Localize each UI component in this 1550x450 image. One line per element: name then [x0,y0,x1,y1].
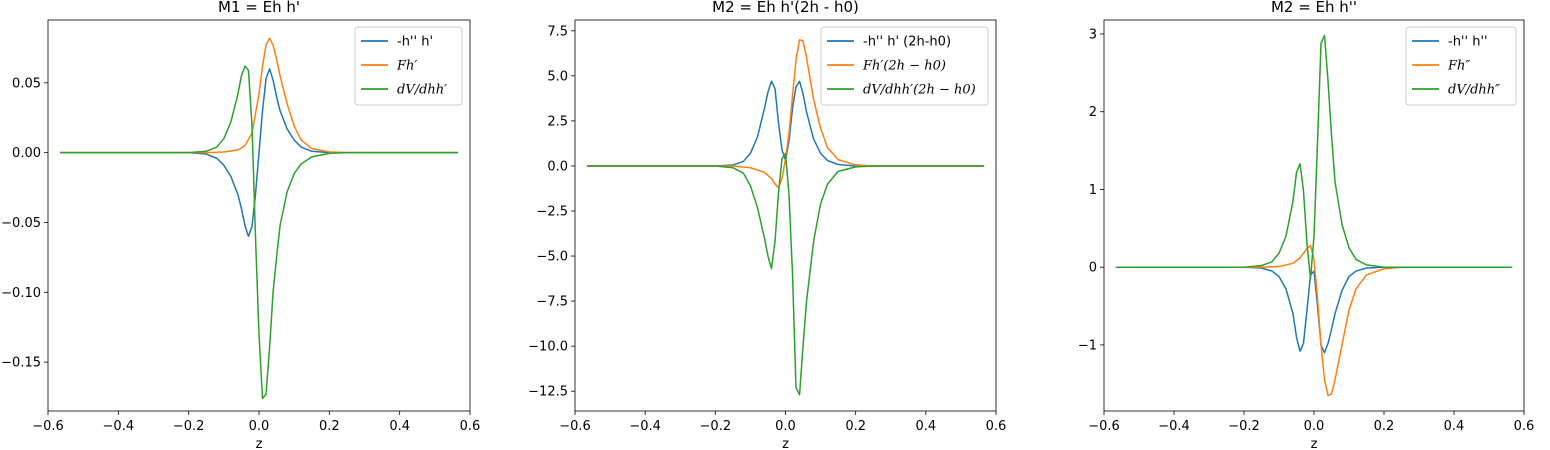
y-tick-label: −10.0 [528,340,568,355]
y-tick-label: 0 [1089,261,1097,276]
y-tick-label: −1 [1078,338,1097,353]
legend-box [1405,26,1517,106]
legend-label: -h'' h' (2h-h0) [863,35,951,50]
legend-label: Fh″ [1447,59,1470,74]
y-tick-label: −0.05 [1,216,41,231]
legend-box [354,26,463,106]
chart-title: M1 = Eh h' [218,0,300,16]
legend-box [820,26,989,106]
x-tick-label: 0.0 [249,419,270,434]
y-tick-label: −0.10 [1,286,41,301]
series-line-2 [59,37,459,154]
series-line-3 [59,65,459,400]
y-tick-label: 5.0 [547,69,568,84]
x-tick-label: 0.0 [775,419,796,434]
x-tick-label: 0.4 [1444,419,1465,434]
y-tick-label: 0.00 [12,146,41,161]
legend-label: -h'' h' [397,35,433,50]
y-tick-label: 1 [1089,183,1097,198]
y-tick-label: 7.5 [547,24,568,39]
y-tick-label: −2.5 [536,204,568,219]
y-tick-label: 3 [1089,27,1097,42]
y-tick-label: 2 [1089,105,1097,120]
chart-title: M2 = Eh h'' [1271,0,1357,16]
y-tick-label: 2.5 [547,114,568,129]
series-line-2 [1115,244,1513,397]
legend-label: dV/dhh″ [1448,83,1500,98]
x-tick-label: 0.2 [1374,419,1395,434]
x-axis-label: z [1311,437,1318,450]
x-tick-label: −0.6 [559,419,591,434]
legend-label: Fh′ [396,59,417,74]
chart-panel-3: −0.6 −0.4 −0.2 0.0 0.2 0.4 0.6 −1 0 1 2 3 M2 = Eh h'… [1078,0,1535,450]
y-tick-label: 0.0 [547,159,568,174]
y-tick-label: −0.15 [1,356,41,371]
y-tick-label: −7.5 [536,295,568,310]
x-tick-label: −0.2 [173,419,205,434]
legend: -h'' h'' Fh″ dV/dhh″ [1405,26,1517,106]
legend-label: dV/dhh′ [397,83,447,98]
x-tick-label: −0.6 [1088,419,1120,434]
x-tick-label: 0.6 [986,419,1007,434]
x-tick-label: −0.2 [1228,419,1260,434]
legend-label: dV/dhh′(2h − h0) [863,83,976,98]
series-line-1 [1115,266,1513,354]
x-tick-label: 0.0 [1304,419,1325,434]
x-tick-label: −0.4 [629,419,661,434]
x-tick-label: 0.4 [389,419,410,434]
x-tick-label: 0.6 [460,419,481,434]
legend: -h'' h' Fh′ dV/dhh′ [354,26,463,106]
x-tick-label: 0.2 [845,419,866,434]
x-tick-label: −0.4 [103,419,135,434]
x-tick-label: −0.6 [32,419,64,434]
legend: -h'' h' (2h-h0) Fh′(2h − h0) dV/dhh′(2h − … [820,26,989,106]
x-tick-label: −0.2 [700,419,732,434]
chart-panel-1: −0.6 −0.4 −0.2 0.0 0.2 0.4 0.6 −0.15 −0.10 −0.05 0… [1,0,480,450]
chart-title: M2 = Eh h'(2h - h0) [712,0,859,16]
series-line-2 [586,39,985,189]
legend-label: Fh′(2h − h0) [862,59,946,74]
x-tick-label: 0.2 [319,419,340,434]
x-tick-label: 0.6 [1514,419,1535,434]
series-line-3 [586,152,985,396]
y-tick-label: −5.0 [536,250,568,265]
series-line-1 [59,68,459,238]
y-tick-label: −12.5 [528,385,568,400]
series-line-3 [1115,34,1513,280]
chart-panel-2: −0.6 −0.4 −0.2 0.0 0.2 0.4 0.6 −12.5 −10.0 −7.5 −5… [528,0,1006,450]
legend-label: -h'' h'' [1448,35,1488,50]
x-axis-label: z [256,437,263,450]
x-axis-label: z [782,437,789,450]
x-tick-label: 0.4 [915,419,936,434]
y-tick-label: 0.05 [12,76,41,91]
x-tick-label: −0.4 [1158,419,1190,434]
